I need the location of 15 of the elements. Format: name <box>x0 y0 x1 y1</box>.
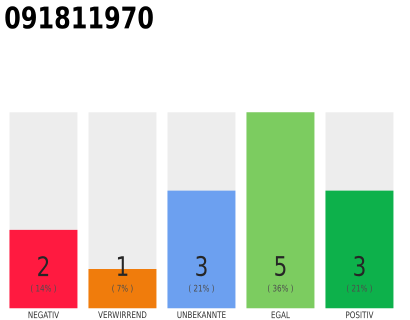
data-label: 5 <box>275 256 286 276</box>
annotation: ( 21% ) <box>189 284 214 293</box>
annotation: ( 36% ) <box>268 284 293 293</box>
data-label: 3 <box>354 256 365 276</box>
x-tick-label: POSITIV <box>346 311 374 318</box>
annotation: ( 7% ) <box>112 284 133 293</box>
x-tick-label: NEGATIV <box>28 311 59 318</box>
data-label: 2 <box>38 256 48 276</box>
x-tick-label: UNBEKANNTE <box>177 311 226 318</box>
data-label: 3 <box>196 256 207 276</box>
x-tick-label: EGAL <box>272 311 290 318</box>
chart-title: 091811970 <box>5 6 153 29</box>
annotation: ( 21% ) <box>347 284 372 293</box>
x-tick-label: VERWIRREND <box>98 311 146 318</box>
annotation: ( 14% ) <box>31 284 56 293</box>
